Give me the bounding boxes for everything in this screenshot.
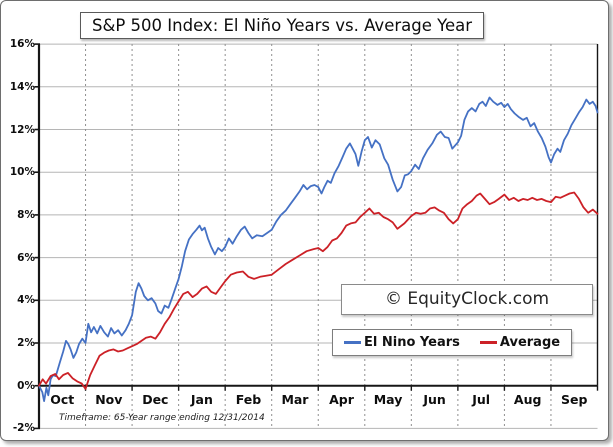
x-tick-label: Sep <box>561 392 588 407</box>
y-tick-label: 2% <box>17 337 35 349</box>
legend-label-average: Average <box>499 335 561 350</box>
x-tick-label: Mar <box>281 392 309 407</box>
y-tick-label: 8% <box>17 208 35 221</box>
y-tick-label: 4% <box>17 294 35 307</box>
series-line-average <box>38 191 599 390</box>
x-tick-label: Apr <box>329 392 354 407</box>
y-tick-label: 12% <box>9 123 35 136</box>
x-tick-label: Feb <box>235 392 262 407</box>
el-nino-line-swatch-icon <box>344 341 361 344</box>
y-tick-label: 6% <box>17 251 35 264</box>
x-tick-label: Nov <box>95 392 123 407</box>
x-tick-label: Jul <box>472 392 491 407</box>
x-tick-label: Aug <box>513 392 542 407</box>
watermark-box: © EquityClock.com <box>341 284 593 315</box>
x-tick-label: Dec <box>142 392 169 407</box>
legend-item-average: Average <box>479 335 561 350</box>
chart-canvas <box>34 43 599 430</box>
x-tick-label: Jan <box>190 392 213 407</box>
series-line-el-nino-years <box>38 96 599 403</box>
x-tick-label: May <box>373 392 403 407</box>
x-tick-label: Jun <box>423 392 446 407</box>
legend: El Nino Years Average <box>332 329 573 356</box>
chart-title: S&P 500 Index: El Niño Years vs. Average… <box>92 16 473 35</box>
average-line-swatch-icon <box>479 341 497 344</box>
legend-item-el-nino-years: El Nino Years <box>344 335 460 350</box>
x-tick-label: Oct <box>50 392 75 407</box>
y-tick-label: 14% <box>9 80 35 93</box>
watermark-text: © EquityClock.com <box>384 289 550 309</box>
chart-title-box: S&P 500 Index: El Niño Years vs. Average… <box>80 12 485 39</box>
timeframe-footnote: Timeframe: 65-Year range ending 12/31/20… <box>59 413 265 423</box>
y-tick-label: 10% <box>9 166 35 179</box>
y-tick-label: 16% <box>9 38 35 51</box>
y-tick-label: 0% <box>17 379 35 392</box>
y-tick-label: -2% <box>12 422 35 435</box>
legend-label-el-nino-years: El Nino Years <box>364 335 460 350</box>
